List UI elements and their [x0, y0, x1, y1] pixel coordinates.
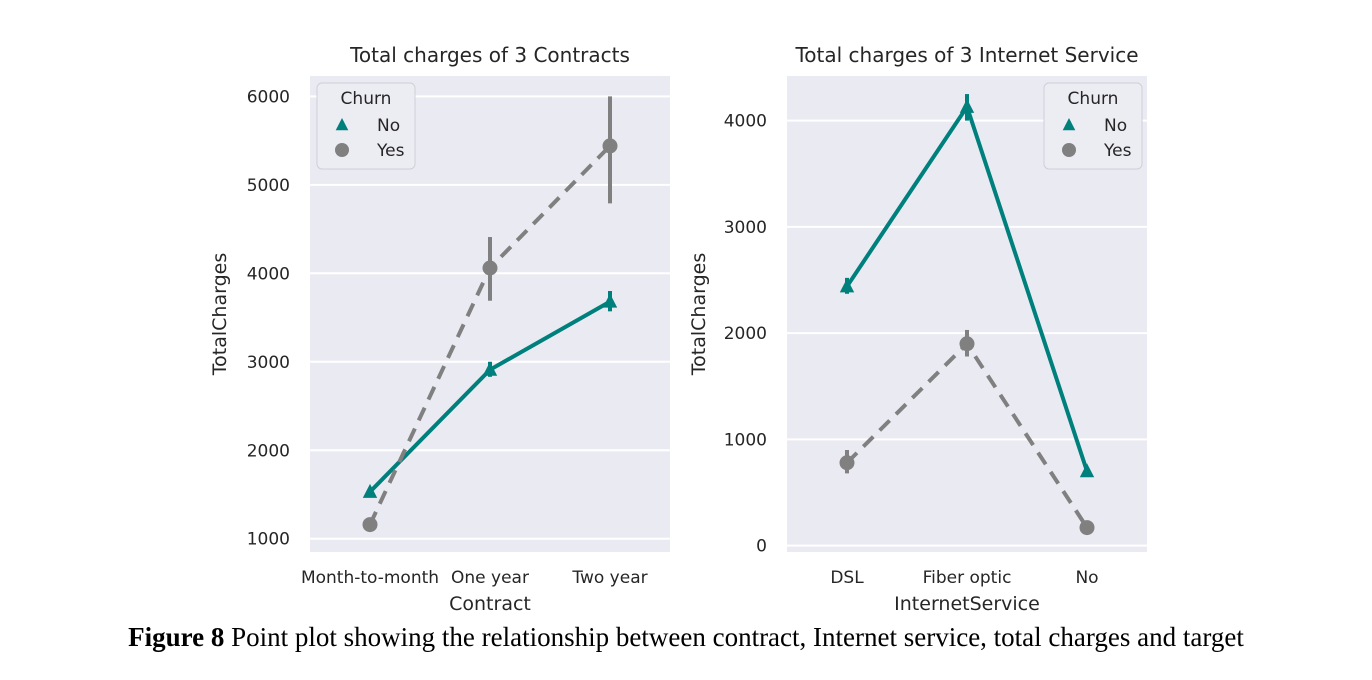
- series-no: [362, 290, 618, 498]
- data-point: [839, 278, 855, 293]
- legend-marker: [1062, 118, 1076, 131]
- y-tick-label: 4000: [247, 264, 290, 284]
- x-tick-label: Month-to-month: [301, 568, 439, 588]
- x-tick-label: No: [1075, 568, 1098, 588]
- legend-marker: [335, 118, 349, 131]
- legend-label: No: [1104, 116, 1127, 136]
- caption-text: Point plot showing the relationship betw…: [224, 622, 1244, 652]
- data-point: [959, 336, 975, 352]
- series-no: [839, 94, 1095, 478]
- chart-panel-2: 0 1000 2000 3000 4000 DSL Fiber optic No Total c…: [688, 43, 1147, 615]
- y-tick-label: 1000: [247, 530, 290, 550]
- legend-label: Yes: [376, 141, 405, 161]
- data-point: [482, 260, 498, 276]
- data-point: [1079, 463, 1095, 478]
- x-axis-label: Contract: [449, 593, 531, 615]
- x-tick-label: One year: [451, 568, 529, 588]
- series-yes: [362, 96, 618, 533]
- x-tick-label: Fiber optic: [923, 568, 1012, 588]
- x-tick-label: DSL: [830, 568, 864, 588]
- data-point: [482, 361, 498, 376]
- series-yes: [839, 329, 1095, 536]
- y-tick-label: 2000: [724, 324, 767, 344]
- y-tick-label: 6000: [247, 87, 290, 107]
- x-axis-label: InternetService: [894, 593, 1040, 615]
- y-tick-label: 3000: [247, 353, 290, 373]
- chart-panel-1: 1000 2000 3000 4000 5000 6000 Month-to-month On…: [209, 43, 670, 615]
- legend-label: No: [377, 116, 400, 136]
- y-tick-label: 2000: [247, 441, 290, 461]
- x-tick-label: Two year: [571, 568, 647, 588]
- legend-marker: [335, 143, 349, 157]
- figure-caption: Figure 8 Point plot showing the relation…: [0, 622, 1372, 653]
- legend-label: Yes: [1103, 141, 1132, 161]
- y-axis-label: TotalCharges: [209, 253, 231, 376]
- y-tick-label: 4000: [724, 112, 767, 132]
- y-tick-label: 0: [756, 537, 767, 557]
- legend: Churn No Yes: [1043, 82, 1143, 170]
- data-point: [839, 455, 855, 471]
- y-tick-label: 3000: [724, 218, 767, 238]
- legend: Churn No Yes: [316, 82, 416, 170]
- y-tick-label: 1000: [724, 430, 767, 450]
- chart-title: Total charges of 3 Contracts: [349, 43, 630, 67]
- legend-title: Churn: [1068, 89, 1119, 109]
- data-point: [959, 98, 975, 113]
- caption-label: Figure 8: [128, 622, 225, 652]
- data-point: [602, 138, 618, 154]
- y-tick-label: 5000: [247, 176, 290, 196]
- legend-marker: [1062, 143, 1076, 157]
- data-point: [1079, 520, 1095, 536]
- chart-title: Total charges of 3 Internet Service: [794, 43, 1138, 67]
- data-point: [362, 517, 378, 533]
- legend-title: Churn: [341, 89, 392, 109]
- data-point: [362, 483, 378, 498]
- y-axis-label: TotalCharges: [688, 253, 710, 376]
- data-point: [602, 293, 618, 308]
